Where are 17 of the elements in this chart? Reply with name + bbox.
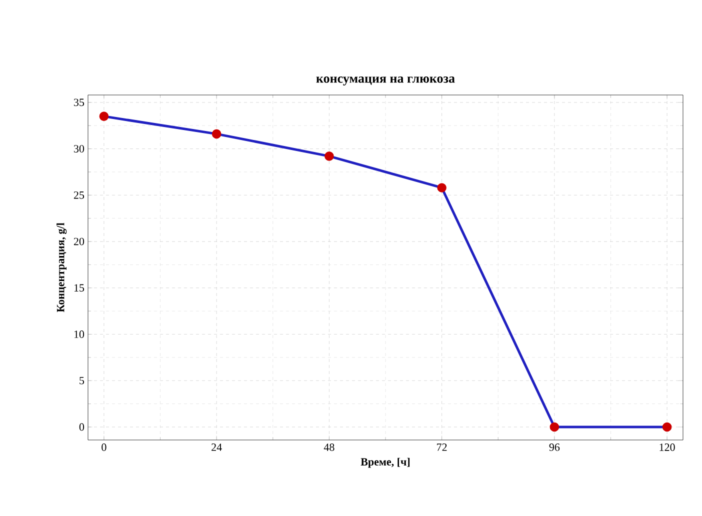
y-tick-label: 5 — [80, 376, 84, 384]
chart-title: консумация на глюкоза — [316, 76, 455, 86]
x-tick-label: 48 — [324, 444, 334, 451]
x-tick-label: 0 — [102, 444, 106, 451]
y-tick-label: 0 — [79, 423, 84, 431]
y-tick-label: 35 — [74, 98, 84, 106]
x-axis-title: Време, [ч] — [360, 458, 410, 468]
x-tick-label: 72 — [437, 444, 447, 451]
y-tick-label: 30 — [74, 145, 84, 152]
x-tick-label: 120 — [660, 444, 675, 451]
y-tick-label: 20 — [74, 238, 84, 246]
y-tick-label: 10 — [74, 330, 84, 338]
y-tick-label: 25 — [74, 191, 84, 199]
x-tick-label: 24 — [212, 444, 222, 451]
y-tick-label: 15 — [74, 284, 84, 292]
x-tick-label: 96 — [549, 444, 560, 451]
y-axis-title: Концентрация, g/l — [56, 222, 67, 312]
